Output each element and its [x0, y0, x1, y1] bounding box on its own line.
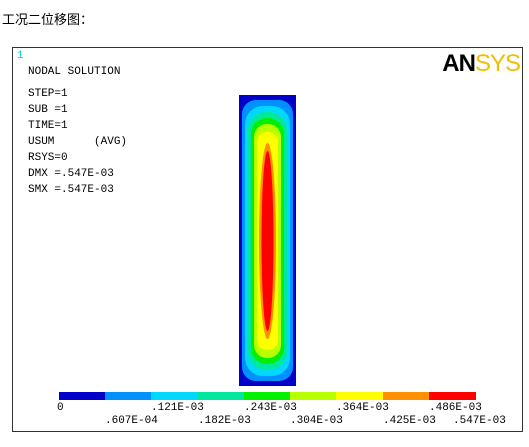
legend-label: .364E-03: [336, 402, 389, 414]
legend-bar: [59, 392, 476, 400]
contour-band: [261, 151, 274, 331]
heading: NODAL SOLUTION: [28, 66, 121, 78]
legend-swatch: [290, 392, 336, 400]
info-line: SUB =1: [28, 104, 68, 116]
legend-swatch: [336, 392, 383, 400]
legend-swatch: [105, 392, 151, 400]
info-line: DMX =.547E-03: [28, 168, 114, 180]
legend-swatch: [59, 392, 105, 400]
ansys-window: 1 NODAL SOLUTION STEP=1 SUB =1 TIME=1 US…: [12, 47, 523, 432]
legend-label: .304E-03: [290, 415, 343, 427]
legend-label: .607E-04: [105, 415, 158, 427]
legend-label: .547E-03: [453, 415, 506, 427]
legend-label: .121E-03: [151, 402, 204, 414]
info-line: STEP=1: [28, 88, 68, 100]
legend-label: 0: [57, 402, 64, 414]
logo-an: AN: [442, 50, 476, 77]
contour-plot: [59, 95, 476, 400]
legend-label: .182E-03: [198, 415, 251, 427]
legend-swatch: [151, 392, 198, 400]
legend-label: .486E-03: [429, 402, 482, 414]
legend-swatch: [429, 392, 476, 400]
window-number: 1: [17, 50, 24, 62]
info-line: USUM (AVG): [28, 136, 128, 148]
info-line: SMX =.547E-03: [28, 184, 114, 196]
logo-sys: SYS: [474, 50, 521, 77]
legend-swatch: [198, 392, 244, 400]
ansys-logo: ANSYS: [442, 50, 521, 78]
legend-swatch: [383, 392, 429, 400]
legend-label: .425E-03: [383, 415, 436, 427]
info-line: TIME=1: [28, 120, 68, 132]
info-line: RSYS=0: [28, 152, 68, 164]
legend-swatch: [244, 392, 290, 400]
legend-label: .243E-03: [244, 402, 297, 414]
caption: 工况二位移图：: [2, 13, 94, 28]
